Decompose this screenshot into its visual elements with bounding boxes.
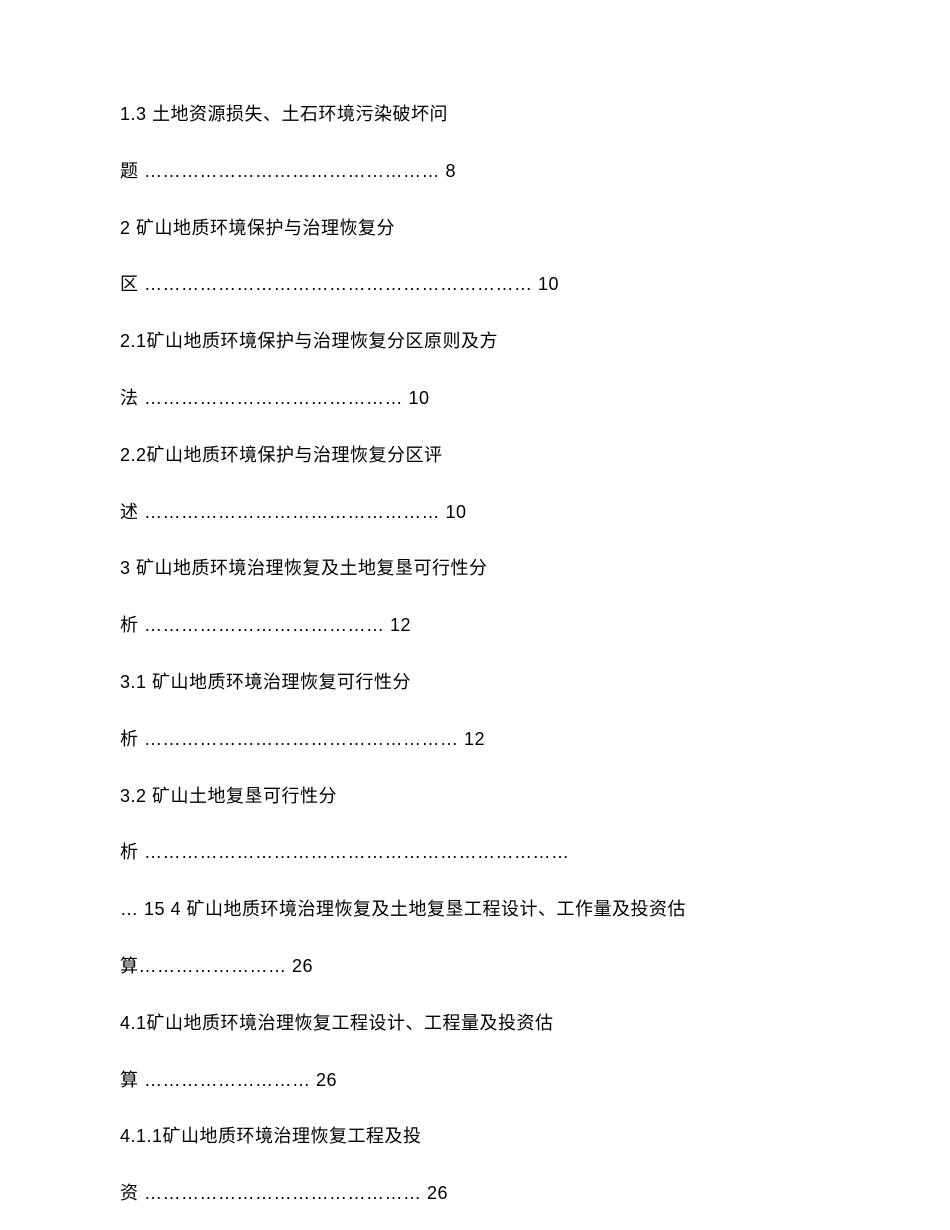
toc-line: 2.1矿山地质环境保护与治理恢复分区原则及方: [120, 327, 830, 356]
toc-line: … 15 4 矿山地质环境治理恢复及土地复垦工程设计、工作量及投资估: [120, 895, 830, 924]
toc-line: 区 ……………………………………………………… 10: [120, 270, 830, 299]
toc-line: 3.1 矿山地质环境治理恢复可行性分: [120, 668, 830, 697]
toc-line: 算…………………… 26: [120, 952, 830, 981]
toc-line: 析 …………………………………………… 12: [120, 725, 830, 754]
toc-line: 法 …………………………………… 10: [120, 384, 830, 413]
toc-line: 4.1矿山地质环境治理恢复工程设计、工程量及投资估: [120, 1009, 830, 1038]
toc-line: 3 矿山地质环境治理恢复及土地复垦可行性分: [120, 554, 830, 583]
toc-line: 算 ……………………… 26: [120, 1066, 830, 1095]
toc-line: 资 ……………………………………… 26: [120, 1179, 830, 1208]
toc-line: 4.1.1矿山地质环境治理恢复工程及投: [120, 1122, 830, 1151]
toc-line: 析 ………………………………… 12: [120, 611, 830, 640]
toc-line: 3.2 矿山土地复垦可行性分: [120, 782, 830, 811]
toc-line: 2 矿山地质环境保护与治理恢复分: [120, 214, 830, 243]
toc-container: 1.3 土地资源损失、土石环境污染破坏问 题 ………………………………………… …: [120, 100, 830, 1208]
toc-line: 述 ………………………………………… 10: [120, 498, 830, 527]
toc-line: 2.2矿山地质环境保护与治理恢复分区评: [120, 441, 830, 470]
toc-line: 1.3 土地资源损失、土石环境污染破坏问: [120, 100, 830, 129]
toc-line: 题 ………………………………………… 8: [120, 157, 830, 186]
toc-line: 析 ……………………………………………………………: [120, 838, 830, 867]
